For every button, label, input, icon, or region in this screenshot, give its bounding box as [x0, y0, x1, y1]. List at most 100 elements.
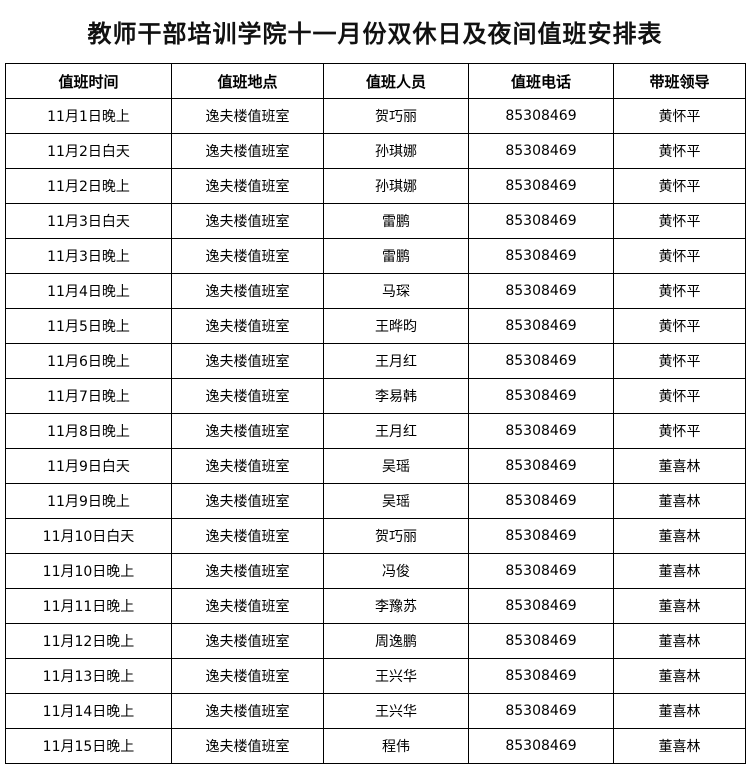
cell-time: 11月8日晚上	[5, 413, 172, 449]
cell-staff: 雷鹏	[323, 203, 469, 239]
cell-leader: 黄怀平	[613, 238, 746, 274]
cell-time: 11月11日晚上	[5, 588, 172, 624]
table-row: 11月7日晚上 逸夫楼值班室 李易韩 85308469 黄怀平	[5, 378, 746, 414]
table-row: 11月9日白天 逸夫楼值班室 吴瑶 85308469 董喜林	[5, 448, 746, 484]
table-row: 11月11日晚上 逸夫楼值班室 李豫苏 85308469 董喜林	[5, 588, 746, 624]
cell-time: 11月5日晚上	[5, 308, 172, 344]
table-row: 11月8日晚上 逸夫楼值班室 王月红 85308469 黄怀平	[5, 413, 746, 449]
cell-leader: 黄怀平	[613, 308, 746, 344]
cell-time: 11月3日白天	[5, 203, 172, 239]
cell-leader: 董喜林	[613, 588, 746, 624]
cell-time: 11月9日晚上	[5, 483, 172, 519]
cell-location: 逸夫楼值班室	[171, 658, 324, 694]
cell-location: 逸夫楼值班室	[171, 203, 324, 239]
table-row: 11月15日晚上 逸夫楼值班室 程伟 85308469 董喜林	[5, 728, 746, 764]
cell-staff: 冯俊	[323, 553, 469, 589]
cell-phone: 85308469	[468, 693, 614, 729]
cell-time: 11月2日白天	[5, 133, 172, 169]
cell-time: 11月9日白天	[5, 448, 172, 484]
table-row: 11月14日晚上 逸夫楼值班室 王兴华 85308469 董喜林	[5, 693, 746, 729]
cell-time: 11月4日晚上	[5, 273, 172, 309]
column-header-staff: 值班人员	[323, 63, 469, 99]
cell-staff: 吴瑶	[323, 483, 469, 519]
cell-phone: 85308469	[468, 238, 614, 274]
cell-location: 逸夫楼值班室	[171, 518, 324, 554]
table-row: 11月12日晚上 逸夫楼值班室 周逸鹏 85308469 董喜林	[5, 623, 746, 659]
cell-leader: 董喜林	[613, 448, 746, 484]
cell-time: 11月6日晚上	[5, 343, 172, 379]
cell-time: 11月1日晚上	[5, 98, 172, 134]
cell-time: 11月3日晚上	[5, 238, 172, 274]
cell-location: 逸夫楼值班室	[171, 413, 324, 449]
cell-phone: 85308469	[468, 413, 614, 449]
cell-phone: 85308469	[468, 553, 614, 589]
cell-leader: 黄怀平	[613, 168, 746, 204]
table-row: 11月2日晚上 逸夫楼值班室 孙琪娜 85308469 黄怀平	[5, 168, 746, 204]
cell-time: 11月13日晚上	[5, 658, 172, 694]
cell-leader: 董喜林	[613, 658, 746, 694]
cell-location: 逸夫楼值班室	[171, 483, 324, 519]
cell-phone: 85308469	[468, 588, 614, 624]
cell-staff: 马琛	[323, 273, 469, 309]
header-row: 值班时间 值班地点 值班人员 值班电话 带班领导	[5, 63, 746, 99]
cell-staff: 贺巧丽	[323, 98, 469, 134]
cell-leader: 黄怀平	[613, 343, 746, 379]
table-row: 11月2日白天 逸夫楼值班室 孙琪娜 85308469 黄怀平	[5, 133, 746, 169]
cell-location: 逸夫楼值班室	[171, 343, 324, 379]
cell-location: 逸夫楼值班室	[171, 133, 324, 169]
cell-location: 逸夫楼值班室	[171, 448, 324, 484]
cell-staff: 王兴华	[323, 658, 469, 694]
cell-location: 逸夫楼值班室	[171, 728, 324, 764]
table-row: 11月10日晚上 逸夫楼值班室 冯俊 85308469 董喜林	[5, 553, 746, 589]
cell-location: 逸夫楼值班室	[171, 378, 324, 414]
column-header-phone: 值班电话	[468, 63, 614, 99]
cell-phone: 85308469	[468, 203, 614, 239]
cell-time: 11月14日晚上	[5, 693, 172, 729]
cell-staff: 吴瑶	[323, 448, 469, 484]
cell-time: 11月12日晚上	[5, 623, 172, 659]
cell-staff: 王月红	[323, 343, 469, 379]
table-row: 11月6日晚上 逸夫楼值班室 王月红 85308469 黄怀平	[5, 343, 746, 379]
cell-time: 11月15日晚上	[5, 728, 172, 764]
cell-leader: 董喜林	[613, 728, 746, 764]
cell-staff: 贺巧丽	[323, 518, 469, 554]
cell-phone: 85308469	[468, 518, 614, 554]
cell-staff: 李易韩	[323, 378, 469, 414]
cell-time: 11月7日晚上	[5, 378, 172, 414]
column-header-leader: 带班领导	[613, 63, 746, 99]
cell-location: 逸夫楼值班室	[171, 273, 324, 309]
cell-leader: 黄怀平	[613, 273, 746, 309]
duty-schedule-table: 值班时间 值班地点 值班人员 值班电话 带班领导 11月1日晚上 逸夫楼值班室 贺巧…	[5, 63, 746, 764]
cell-location: 逸夫楼值班室	[171, 693, 324, 729]
cell-phone: 85308469	[468, 378, 614, 414]
table-row: 11月9日晚上 逸夫楼值班室 吴瑶 85308469 董喜林	[5, 483, 746, 519]
cell-location: 逸夫楼值班室	[171, 308, 324, 344]
cell-phone: 85308469	[468, 168, 614, 204]
cell-leader: 黄怀平	[613, 378, 746, 414]
table-row: 11月5日晚上 逸夫楼值班室 王晔昀 85308469 黄怀平	[5, 308, 746, 344]
cell-phone: 85308469	[468, 343, 614, 379]
cell-phone: 85308469	[468, 133, 614, 169]
cell-leader: 董喜林	[613, 553, 746, 589]
cell-time: 11月10日白天	[5, 518, 172, 554]
cell-staff: 孙琪娜	[323, 168, 469, 204]
cell-location: 逸夫楼值班室	[171, 238, 324, 274]
column-header-location: 值班地点	[171, 63, 324, 99]
cell-leader: 黄怀平	[613, 203, 746, 239]
page-title: 教师干部培训学院十一月份双休日及夜间值班安排表	[87, 19, 663, 48]
cell-staff: 王晔昀	[323, 308, 469, 344]
cell-leader: 黄怀平	[613, 413, 746, 449]
cell-phone: 85308469	[468, 308, 614, 344]
cell-staff: 雷鹏	[323, 238, 469, 274]
cell-location: 逸夫楼值班室	[171, 168, 324, 204]
cell-location: 逸夫楼值班室	[171, 98, 324, 134]
cell-staff: 周逸鹏	[323, 623, 469, 659]
cell-phone: 85308469	[468, 483, 614, 519]
table-row: 11月1日晚上 逸夫楼值班室 贺巧丽 85308469 黄怀平	[5, 98, 746, 134]
table-row: 11月10日白天 逸夫楼值班室 贺巧丽 85308469 董喜林	[5, 518, 746, 554]
table-row: 11月3日白天 逸夫楼值班室 雷鹏 85308469 黄怀平	[5, 203, 746, 239]
table-row: 11月13日晚上 逸夫楼值班室 王兴华 85308469 董喜林	[5, 658, 746, 694]
cell-location: 逸夫楼值班室	[171, 623, 324, 659]
cell-leader: 董喜林	[613, 623, 746, 659]
cell-location: 逸夫楼值班室	[171, 588, 324, 624]
